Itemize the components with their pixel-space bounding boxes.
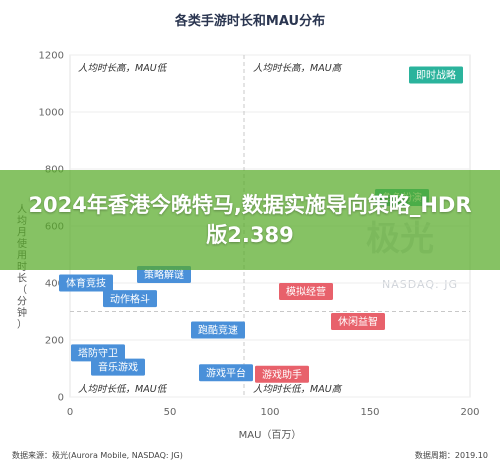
data-point-marker bbox=[279, 283, 333, 301]
x-axis-label: MAU（百万） bbox=[239, 429, 302, 441]
data-point-marker bbox=[409, 66, 463, 84]
data-point-label: 策略解谜 bbox=[144, 268, 184, 281]
x-tick-label: 100 bbox=[260, 407, 279, 418]
data-point-marker bbox=[137, 265, 191, 283]
data-point: 即时战略 bbox=[409, 66, 463, 84]
y-tick-label: 400 bbox=[45, 279, 64, 290]
banner-text: 2024年香港今晚特马,数据实施导向策略_HDR版2.389 bbox=[28, 193, 472, 247]
data-point-marker bbox=[71, 344, 125, 362]
quadrant-top-left: 人均时长高，MAU低 bbox=[78, 62, 168, 74]
data-point-label: 音乐游戏 bbox=[98, 361, 138, 374]
data-point: 跑酷竞速 bbox=[191, 321, 245, 339]
data-point: 动作格斗 bbox=[103, 290, 157, 308]
data-point-label: 游戏平台 bbox=[206, 366, 246, 379]
data-point-label: 模拟经营 bbox=[286, 285, 326, 298]
data-point-label: 动作格斗 bbox=[110, 292, 150, 305]
data-point: 游戏平台 bbox=[199, 364, 253, 382]
chart-title: 各类手游时长和MAU分布 bbox=[174, 13, 325, 29]
footer-source: 数据来源：极光(Aurora Mobile, NASDAQ: JG) bbox=[12, 450, 183, 460]
data-point: 音乐游戏 bbox=[91, 358, 145, 376]
data-point-label: 塔防守卫 bbox=[78, 346, 118, 359]
data-point-label: 体育竞技 bbox=[66, 277, 106, 290]
watermark-sub: NASDAQ: JG bbox=[382, 278, 458, 291]
data-point: 游戏助手 bbox=[255, 365, 309, 383]
quadrant-bottom-left: 人均时长低，MAU低 bbox=[78, 384, 168, 395]
data-point-marker bbox=[331, 312, 385, 330]
data-point-marker bbox=[191, 321, 245, 339]
data-point-marker bbox=[199, 364, 253, 382]
footer-date: 数据周期：2019.10 bbox=[415, 450, 488, 460]
y-tick-label: 0 bbox=[58, 393, 64, 404]
data-point: 体育竞技 bbox=[59, 274, 113, 292]
data-point: 塔防守卫 bbox=[71, 344, 125, 362]
data-point-marker bbox=[91, 358, 145, 376]
data-point-label: 休闲益智 bbox=[338, 315, 378, 328]
promo-banner: 2024年香港今晚特马,数据实施导向策略_HDR版2.389 bbox=[0, 170, 500, 270]
x-tick-label: 0 bbox=[67, 407, 73, 418]
data-point: 策略解谜 bbox=[137, 265, 191, 283]
y-tick-label: 1000 bbox=[39, 108, 64, 119]
data-point-marker bbox=[255, 365, 309, 383]
data-point-label: 即时战略 bbox=[416, 69, 456, 82]
data-point-marker bbox=[59, 274, 113, 292]
data-point-label: 游戏助手 bbox=[262, 368, 302, 381]
quadrant-top-right: 人均时长高，MAU高 bbox=[253, 62, 343, 74]
data-point-marker bbox=[103, 290, 157, 308]
y-tick-label: 1200 bbox=[39, 51, 64, 62]
x-tick-label: 200 bbox=[460, 407, 479, 418]
data-point-label: 跑酷竞速 bbox=[198, 324, 238, 337]
x-tick-label: 50 bbox=[164, 407, 177, 418]
data-point: 休闲益智 bbox=[331, 312, 385, 330]
x-tick-label: 150 bbox=[360, 407, 379, 418]
data-point: 模拟经营 bbox=[279, 283, 333, 301]
quadrant-bottom-right: 人均时长低，MAU高 bbox=[253, 383, 343, 395]
y-tick-label: 200 bbox=[45, 336, 64, 347]
quadrant-labels: 人均时长高，MAU低 人均时长高，MAU高 人均时长低，MAU低 人均时长低，M… bbox=[78, 62, 343, 395]
